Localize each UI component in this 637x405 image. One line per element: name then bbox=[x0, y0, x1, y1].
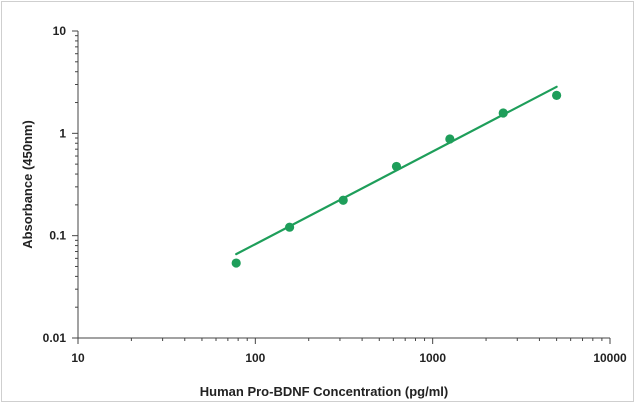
data-point bbox=[338, 195, 348, 205]
data-point bbox=[284, 222, 295, 232]
x-tick-label: 100 bbox=[245, 351, 265, 365]
y-tick-label: 1 bbox=[59, 126, 66, 140]
data-point bbox=[552, 90, 562, 100]
y-tick-label: 0.01 bbox=[43, 331, 67, 345]
data-point bbox=[391, 161, 402, 172]
data-point bbox=[445, 134, 455, 144]
x-tick-label: 10000 bbox=[593, 351, 627, 365]
y-tick-label: 10 bbox=[53, 24, 67, 38]
data-point bbox=[498, 108, 508, 118]
x-axis-title: Human Pro-BDNF Concentration (pg/ml) bbox=[200, 384, 448, 399]
x-tick-label: 1000 bbox=[419, 351, 446, 365]
data-point bbox=[231, 258, 241, 268]
data-points bbox=[231, 90, 562, 268]
y-tick-label: 0.1 bbox=[49, 229, 66, 243]
axes: 0.01 0.1 1 10 10 100 1000 10000 bbox=[43, 24, 627, 365]
y-axis-title: Absorbance (450nm) bbox=[20, 120, 35, 249]
x-tick-label: 10 bbox=[71, 351, 85, 365]
